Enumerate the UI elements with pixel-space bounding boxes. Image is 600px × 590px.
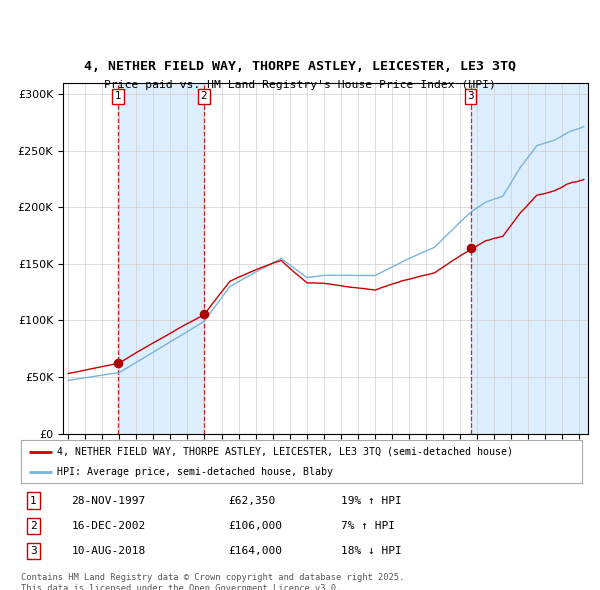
Text: 16-DEC-2002: 16-DEC-2002: [71, 521, 146, 531]
Text: Contains HM Land Registry data © Crown copyright and database right 2025.
This d: Contains HM Land Registry data © Crown c…: [21, 573, 404, 590]
Text: HPI: Average price, semi-detached house, Blaby: HPI: Average price, semi-detached house,…: [58, 467, 334, 477]
Text: 28-NOV-1997: 28-NOV-1997: [71, 496, 146, 506]
Text: 7% ↑ HPI: 7% ↑ HPI: [341, 521, 395, 531]
Text: 19% ↑ HPI: 19% ↑ HPI: [341, 496, 401, 506]
Bar: [470, 83, 588, 434]
Text: 3: 3: [467, 91, 474, 101]
Point: [466, 243, 475, 253]
Text: 4, NETHER FIELD WAY, THORPE ASTLEY, LEICESTER, LE3 3TQ (semi-detached house): 4, NETHER FIELD WAY, THORPE ASTLEY, LEIC…: [58, 447, 514, 457]
Text: £62,350: £62,350: [229, 496, 276, 506]
Text: £106,000: £106,000: [229, 521, 283, 531]
Point: [113, 358, 122, 368]
Text: 2: 2: [30, 521, 37, 531]
Text: 18% ↓ HPI: 18% ↓ HPI: [341, 546, 401, 556]
Point: [199, 309, 209, 319]
Text: Price paid vs. HM Land Registry's House Price Index (HPI): Price paid vs. HM Land Registry's House …: [104, 80, 496, 90]
Text: 2: 2: [200, 91, 207, 101]
Text: 3: 3: [30, 546, 37, 556]
Text: 1: 1: [30, 496, 37, 506]
Text: 1: 1: [115, 91, 121, 101]
Bar: [118, 83, 204, 434]
Text: 10-AUG-2018: 10-AUG-2018: [71, 546, 146, 556]
Text: 4, NETHER FIELD WAY, THORPE ASTLEY, LEICESTER, LE3 3TQ: 4, NETHER FIELD WAY, THORPE ASTLEY, LEIC…: [84, 60, 516, 73]
Text: £164,000: £164,000: [229, 546, 283, 556]
